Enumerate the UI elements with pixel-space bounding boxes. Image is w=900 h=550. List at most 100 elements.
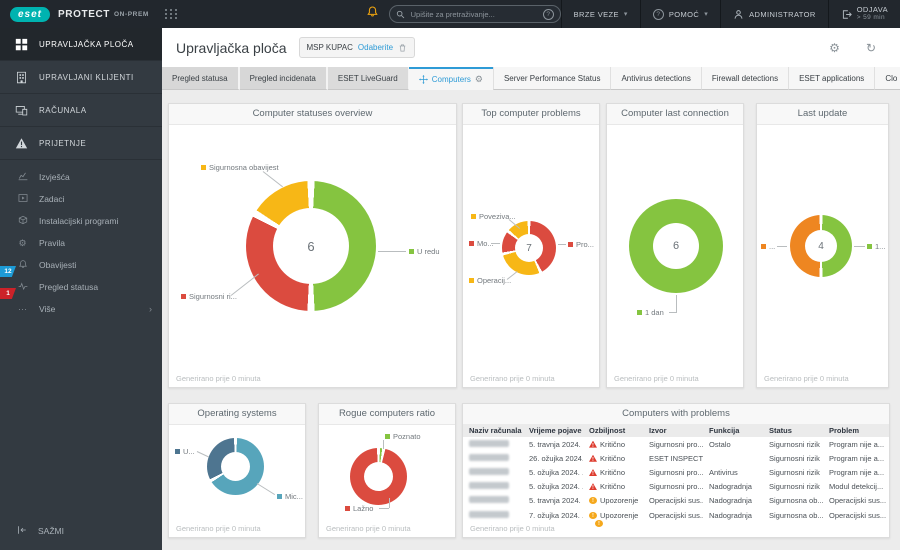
cell: Nadogradnja [703, 480, 763, 494]
cell: 5. ožujka 2024. ... [523, 480, 583, 494]
search-box[interactable]: ? [389, 5, 561, 23]
cell: Modul detekcij... [823, 480, 889, 494]
donut-center-value: 6 [246, 181, 376, 311]
sidebar-item-status-overview[interactable]: Pregled statusa [0, 276, 162, 298]
card-title: Top computer problems [463, 104, 599, 125]
computer-name-redacted [469, 482, 509, 489]
cell: Kritično [583, 465, 643, 479]
column-header[interactable]: Vrijeme pojave [523, 424, 583, 437]
sidebar-item-more[interactable]: ··· Više › [0, 298, 162, 320]
column-header[interactable]: Naziv računala [463, 424, 523, 437]
segment-label: Sigurnosni ri... [181, 292, 237, 301]
warning-icon [589, 497, 597, 504]
segment-label: Operacij... [469, 276, 511, 285]
cell: Nadogradnja [703, 508, 763, 522]
donut-chart-rogue-ratio[interactable] [350, 448, 407, 505]
donut-chart-top-problems[interactable]: 7 [502, 221, 556, 275]
cell: Program nije a... [823, 437, 889, 451]
donut-chart-computer-statuses[interactable]: 6 [246, 181, 376, 311]
tab-eset-applications[interactable]: ESET applications [788, 67, 874, 90]
critical-icon [589, 483, 597, 490]
content-header: Upravljačka ploča MSP KUPAC Odaberite ⚙ … [162, 28, 900, 67]
table-row[interactable]: 7. ožujka 2024. ...UpozorenjeOperacijski… [463, 508, 889, 522]
card-title: Computers with problems [463, 404, 889, 425]
column-header[interactable]: Ozbiljnost [583, 424, 643, 437]
customer-select-link[interactable]: Odaberite [358, 43, 393, 52]
card-computer-last-connection: Computer last connection 6 1 dan Generir… [606, 103, 744, 388]
customer-selector-chip[interactable]: MSP KUPAC Odaberite [299, 37, 416, 58]
computer-name-redacted [469, 468, 509, 475]
eset-logo: eset [10, 7, 50, 22]
tab-settings-gear-icon[interactable]: ⚙ [475, 74, 483, 85]
tab-eset-liveguard[interactable]: ESET LiveGuard [328, 67, 409, 90]
installers-icon [18, 215, 28, 225]
dashboard-grid-icon [15, 38, 28, 51]
tab-pregled-statusa[interactable]: Pregled statusa [162, 67, 240, 90]
trash-icon[interactable] [398, 43, 407, 53]
sidebar-item-managed-clients[interactable]: UPRAVLJANI KLIJENTI [0, 61, 162, 94]
move-icon [419, 75, 428, 84]
column-header[interactable]: Problem [823, 424, 889, 437]
generated-footer: Generirano prije 0 minuta [764, 374, 849, 383]
table-row[interactable]: 5. travnja 2024. ...UpozorenjeOperacijsk… [463, 494, 889, 508]
cell: 7. ožujka 2024. ... [523, 508, 583, 522]
column-header[interactable]: Izvor [643, 424, 703, 437]
critical-icon [589, 455, 597, 462]
sidebar-item-tasks[interactable]: Zadaci [0, 188, 162, 210]
donut-chart-last-update[interactable]: 4 [790, 215, 852, 277]
donut-chart-operating-systems[interactable] [207, 438, 264, 495]
tab-computers[interactable]: Computers ⚙ [409, 67, 493, 90]
user-icon [733, 9, 744, 20]
search-input[interactable] [409, 9, 539, 20]
search-help-icon[interactable]: ? [543, 9, 554, 20]
sidebar-item-reports[interactable]: Izvješća [0, 166, 162, 188]
table-row[interactable]: 5. ožujka 2024. ...KritičnoSigurnosni pr… [463, 465, 889, 479]
sidebar-collapse-button[interactable]: SAŽMI [0, 520, 179, 542]
column-header[interactable]: Funkcija [703, 424, 763, 437]
table-row[interactable]: 5. travnja 2024. ...KritičnoSigurnosni p… [463, 437, 889, 451]
cell: Sigurnosna ob... [763, 494, 823, 508]
dashboard-settings-gear-icon[interactable]: ⚙ [829, 41, 840, 55]
tab-pregled-incidenata[interactable]: Pregled incidenata [240, 67, 328, 90]
search-icon [396, 10, 405, 19]
donut-chart-last-connection[interactable]: 6 [629, 199, 723, 293]
donut-center-value: 4 [790, 215, 852, 277]
cell: Kritično [583, 437, 643, 451]
logout-button[interactable]: ODJAVA > 59 min [828, 0, 900, 28]
card-title: Operating systems [169, 404, 305, 425]
table-row[interactable]: 26. ožujka 2024...KritičnoESET INSPECT .… [463, 451, 889, 465]
tab-firewall-detections[interactable]: Firewall detections [701, 67, 788, 90]
cell: Kritično [583, 480, 643, 494]
sidebar-item-dashboard[interactable]: UPRAVLJAČKA PLOČA [0, 28, 162, 61]
column-header[interactable]: Status [763, 424, 823, 437]
quick-links-menu[interactable]: BRZE VEZE▾ [561, 0, 640, 28]
sidebar-item-policies[interactable]: ⚙ Pravila [0, 232, 162, 254]
segment-label: 1... [867, 242, 885, 251]
cell: Antivirus [703, 465, 763, 479]
tab-cloud[interactable]: Clo [874, 67, 900, 90]
cell: Program nije a... [823, 465, 889, 479]
user-menu[interactable]: ADMINISTRATOR [720, 0, 828, 28]
cell: 5. ožujka 2024. ... [523, 465, 583, 479]
refresh-icon[interactable]: ↻ [866, 41, 876, 55]
cell: Ostalo [703, 437, 763, 451]
notifications-bell-icon[interactable] [366, 5, 379, 23]
tasks-icon [18, 193, 28, 203]
segment-label: Lažno [345, 504, 373, 513]
chevron-right-icon: › [149, 304, 152, 314]
reports-icon [18, 171, 28, 181]
app-launcher-icon[interactable] [165, 9, 178, 19]
help-menu[interactable]: ? POMOĆ▾ [640, 0, 720, 28]
sidebar-item-threats[interactable]: PRIJETNJE [0, 127, 162, 160]
tab-antivirus-detections[interactable]: Antivirus detections [610, 67, 700, 90]
collapse-icon [17, 525, 27, 535]
sidebar-item-computers[interactable]: RAČUNALA [0, 94, 162, 127]
sidebar-item-installers[interactable]: Instalacijski programi [0, 210, 162, 232]
sidebar-item-notifications[interactable]: Obavijesti [0, 254, 162, 276]
segment-label: U redu [409, 247, 440, 256]
building-icon [15, 71, 28, 84]
table-row[interactable]: 5. ožujka 2024. ...KritičnoSigurnosni pr… [463, 480, 889, 494]
product-name: PROTECT [58, 9, 110, 20]
tab-server-performance-status[interactable]: Server Performance Status [493, 67, 610, 90]
chevron-down-icon: ▾ [624, 10, 628, 18]
